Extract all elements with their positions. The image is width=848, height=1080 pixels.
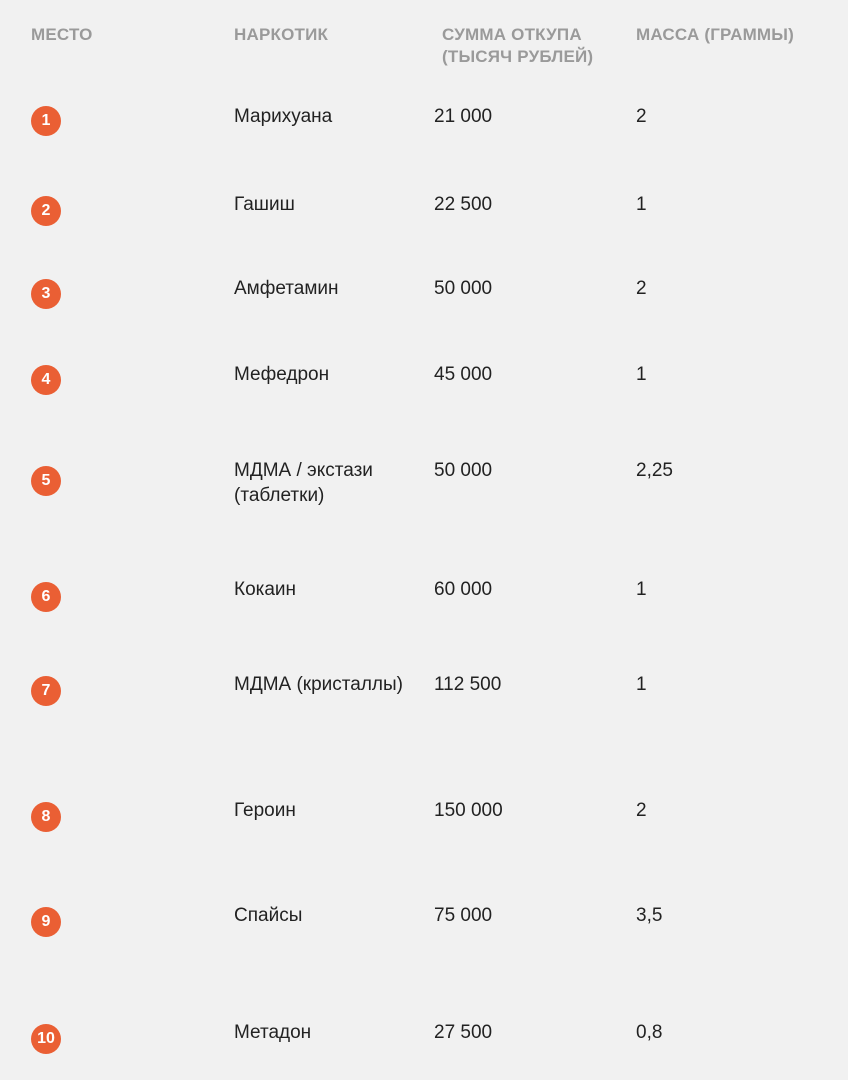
header-place: МЕСТО [31,25,93,44]
place-badge: 3 [31,279,61,309]
header-drug: НАРКОТИК [234,25,329,44]
header-sum: СУММА ОТКУПА (ТЫСЯЧ РУБЛЕЙ) [442,24,593,68]
ransom-sum: 50 000 [434,278,493,299]
mass-grams: 1 [636,579,647,600]
ransom-sum: 50 000 [434,460,493,481]
ransom-sum: 75 000 [434,905,493,926]
drug-name: Амфетамин [234,278,339,299]
ransom-sum: 22 500 [434,194,493,215]
drug-name: Спайсы [234,905,303,926]
place-badge: 10 [31,1024,61,1054]
drug-name: Гашиш [234,194,295,215]
mass-grams: 3,5 [636,905,663,926]
ransom-sum: 150 000 [434,800,503,821]
ransom-sum: 27 500 [434,1022,493,1043]
drug-name: МДМА (кристаллы) [234,674,404,695]
drug-name: Кокаин [234,579,297,600]
place-badge: 4 [31,365,61,395]
mass-grams: 2,25 [636,460,673,481]
header-sum-line1: СУММА ОТКУПА [442,25,582,44]
ransom-sum: 21 000 [434,106,493,127]
place-badge: 5 [31,466,61,496]
place-badge: 6 [31,582,61,612]
place-badge: 2 [31,196,61,226]
ransom-sum: 45 000 [434,364,493,385]
mass-grams: 1 [636,364,647,385]
place-badge: 9 [31,907,61,937]
header-mass: МАССА (ГРАММЫ) [636,25,794,44]
ransom-sum: 60 000 [434,579,493,600]
drug-name: Мефедрон [234,364,330,385]
place-badge: 1 [31,106,61,136]
place-badge: 7 [31,676,61,706]
drug-name: Марихуана [234,106,333,127]
mass-grams: 2 [636,106,647,127]
place-badge: 8 [31,802,61,832]
drug-name: МДМА / экстази (таблетки) [234,460,373,506]
mass-grams: 1 [636,674,647,695]
mass-grams: 2 [636,800,647,821]
drug-name: Героин [234,800,296,821]
mass-grams: 0,8 [636,1022,663,1043]
drug-name: Метадон [234,1022,312,1043]
mass-grams: 2 [636,278,647,299]
ransom-sum: 112 500 [434,674,502,695]
mass-grams: 1 [636,194,647,215]
header-sum-line2: (ТЫСЯЧ РУБЛЕЙ) [442,47,594,66]
